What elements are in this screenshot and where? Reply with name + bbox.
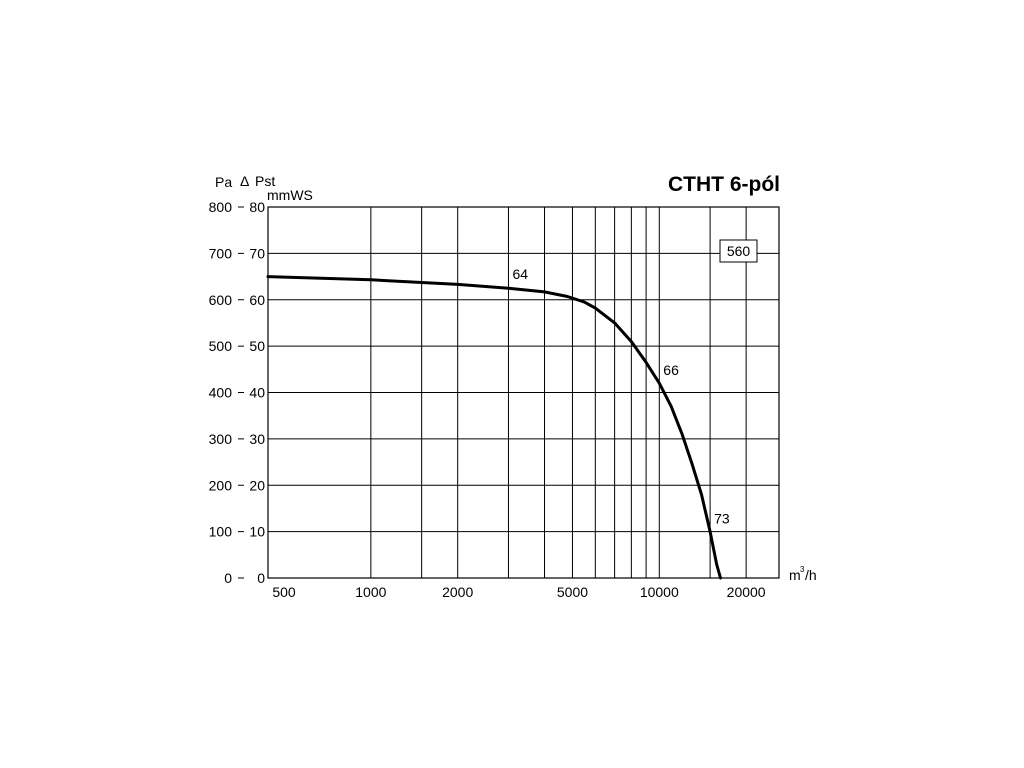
model-badge-label: 560: [727, 243, 751, 259]
y-axis-quantity: Pst: [255, 173, 275, 189]
y-tick-label-mmws: 20: [249, 477, 265, 493]
curve-annotation: 64: [512, 266, 528, 282]
y-tick-label-pa: 300: [209, 431, 233, 447]
y-tick-label-pa: 400: [209, 385, 233, 401]
y-axis-unit-pa: Pa: [215, 174, 232, 190]
delta-symbol: Δ: [240, 173, 249, 189]
x-tick-label: 1000: [355, 584, 386, 600]
curve-annotations: 64 66 73: [512, 266, 729, 527]
y-tick-label-mmws: 0: [257, 570, 265, 586]
x-axis-unit: m 3 /h: [789, 565, 817, 583]
y-tick-label-pa: 0: [224, 570, 232, 586]
y-tick-label-pa: 500: [209, 338, 233, 354]
model-badge: 560: [719, 239, 758, 263]
plot-frame: [267, 206, 780, 579]
chart-title: CTHT 6-pól: [668, 173, 780, 196]
y-tick-label-mmws: 80: [249, 199, 265, 215]
y-tick-label-mmws: 60: [249, 292, 265, 308]
y-tick-label-mmws: 40: [249, 385, 265, 401]
x-tick-label: 20000: [727, 584, 766, 600]
x-tick-label: 10000: [640, 584, 679, 600]
axis-ticks: 0 100 200 300 400 500 600 700 800 0 10 20 30 40 50 60 70…: [209, 199, 766, 600]
x-tick-label: 2000: [442, 584, 473, 600]
y-tick-label-pa: 100: [209, 524, 233, 540]
performance-curve: [266, 275, 722, 580]
curve-annotation: 73: [714, 511, 730, 527]
y-tick-label-pa: 800: [209, 199, 233, 215]
y-tick-label-mmws: 70: [249, 245, 265, 261]
x-unit-prefix: m: [789, 567, 801, 583]
y-axis-unit-mmws: mmWS: [267, 187, 313, 203]
grid: [268, 207, 779, 578]
x-unit-superscript: 3: [800, 565, 805, 574]
model-badge-box: [719, 239, 758, 263]
y-tick-label-pa: 200: [209, 477, 233, 493]
x-unit-suffix: /h: [805, 567, 817, 583]
y-tick-label-mmws: 50: [249, 338, 265, 354]
y-tick-label-mmws: 10: [249, 524, 265, 540]
x-tick-label: 500: [272, 584, 296, 600]
x-tick-label: 5000: [557, 584, 588, 600]
y-tick-label-pa: 700: [209, 245, 233, 261]
y-tick-label-pa: 600: [209, 292, 233, 308]
y-tick-label-mmws: 30: [249, 431, 265, 447]
curve-annotation: 66: [663, 362, 679, 378]
